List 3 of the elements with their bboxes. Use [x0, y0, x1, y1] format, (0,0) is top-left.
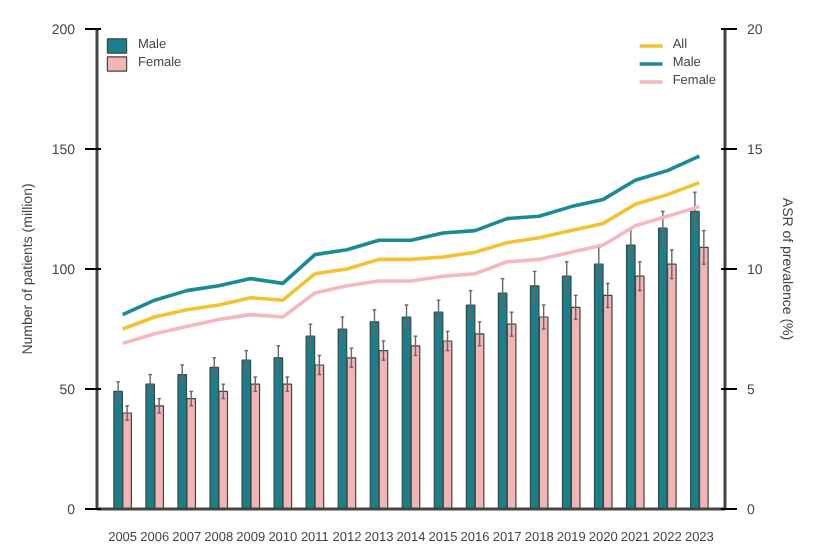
line-series: [120, 180, 702, 331]
line-series: [120, 204, 702, 346]
line-series: [120, 154, 702, 317]
